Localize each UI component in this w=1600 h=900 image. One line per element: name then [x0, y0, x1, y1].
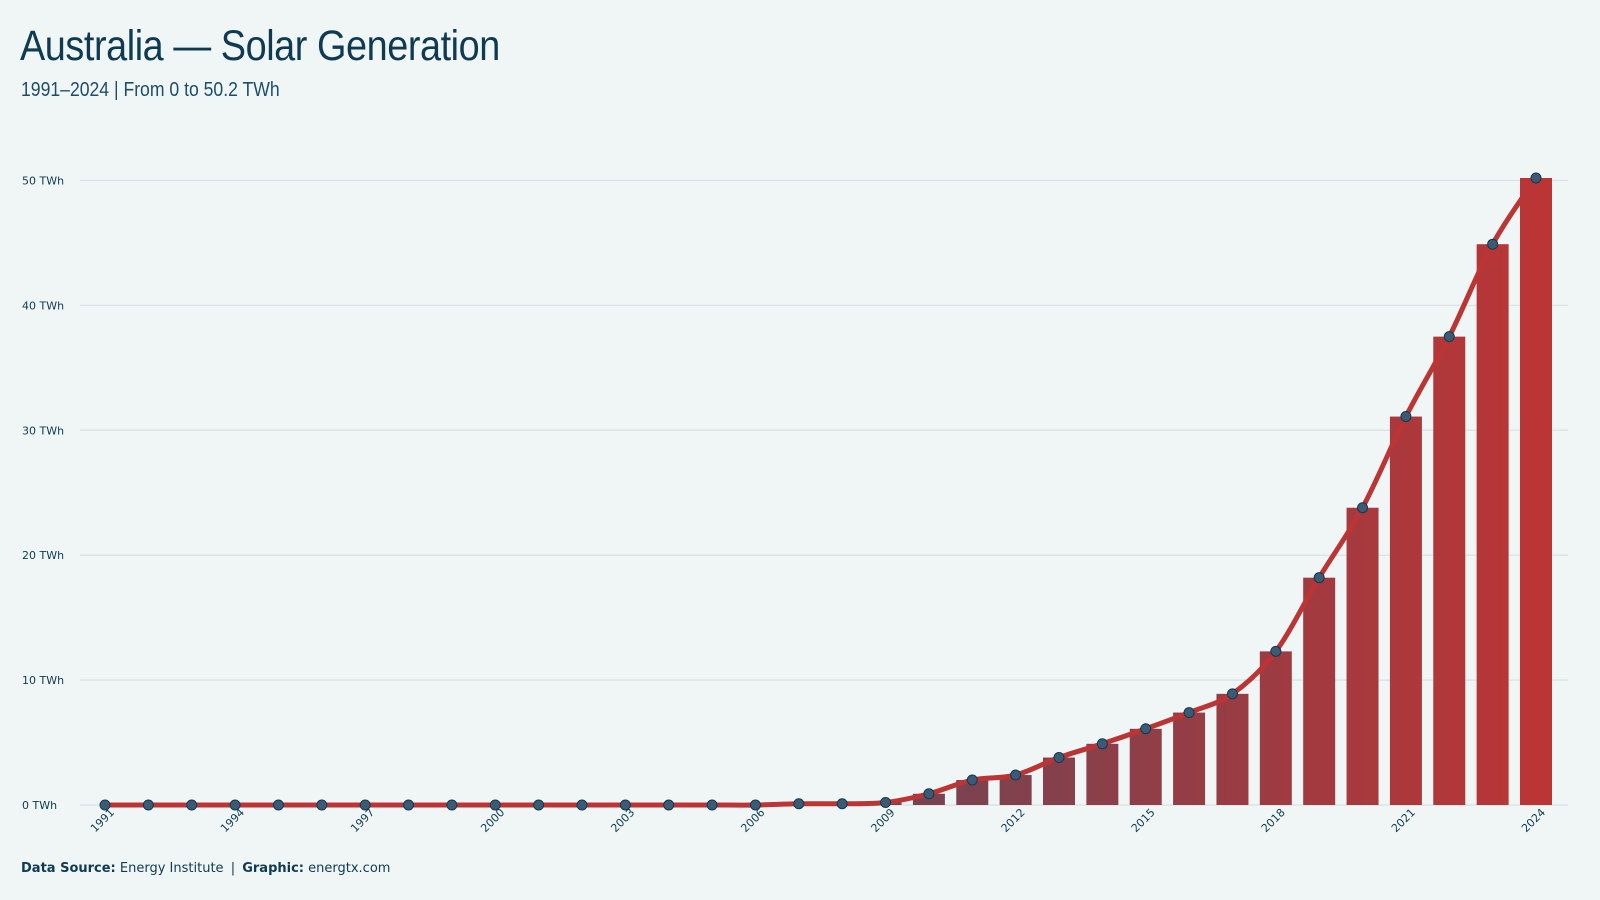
x-tick-label: 1997 — [348, 806, 377, 835]
marker-1991 — [99, 799, 111, 811]
marker-1995 — [272, 799, 284, 811]
marker-1998 — [403, 799, 415, 811]
marker-2002 — [576, 799, 588, 811]
marker-2018 — [1270, 645, 1282, 657]
x-tick-label: 2009 — [869, 806, 898, 835]
marker-2009 — [880, 797, 892, 809]
bar-2020 — [1346, 507, 1379, 805]
y-tick-label: 50 TWh — [22, 174, 64, 187]
x-tick-label: 2021 — [1389, 806, 1418, 835]
x-tick-label: 2024 — [1519, 806, 1548, 835]
bar-2023 — [1476, 244, 1509, 805]
x-tick-label: 2003 — [608, 806, 637, 835]
bar-2019 — [1303, 577, 1336, 805]
x-tick-label: 2018 — [1259, 806, 1288, 835]
bar-2013 — [1043, 757, 1075, 805]
y-tick-label: 10 TWh — [22, 674, 64, 687]
marker-2000 — [489, 799, 501, 811]
marker-1994 — [229, 799, 241, 811]
marker-2008 — [836, 798, 848, 810]
bar-2015 — [1129, 728, 1162, 805]
marker-2020 — [1357, 502, 1369, 514]
y-tick-label: 20 TWh — [22, 549, 64, 562]
y-tick-label: 30 TWh — [22, 424, 64, 437]
graphic-value: energtx.com — [308, 861, 391, 876]
y-axis: 0 TWh 10 TWh 20 TWh 30 TWh 40 TWh 50 TWh — [22, 174, 64, 812]
marker-2015 — [1140, 723, 1152, 735]
graphic-label: Graphic: — [242, 861, 304, 876]
marker-2003 — [619, 799, 631, 811]
bar-2021 — [1389, 416, 1422, 805]
marker-2001 — [533, 799, 545, 811]
marker-2005 — [706, 799, 718, 811]
marker-2022 — [1443, 331, 1455, 343]
marker-2017 — [1226, 688, 1238, 700]
marker-2019 — [1313, 572, 1325, 584]
bar-2010 — [912, 793, 945, 805]
footer-separator: | — [230, 861, 236, 876]
marker-2007 — [793, 798, 805, 810]
marker-2013 — [1053, 752, 1065, 764]
marker-1992 — [142, 799, 154, 811]
chart-subtitle: 1991–2024 | From 0 to 50.2 TWh — [21, 79, 280, 101]
bar-2014 — [1086, 743, 1119, 805]
bar-2018 — [1259, 651, 1292, 805]
marker-2010 — [923, 788, 935, 800]
marker-1993 — [186, 799, 198, 811]
marker-2004 — [663, 799, 675, 811]
bar-2017 — [1216, 693, 1249, 805]
marker-2014 — [1096, 738, 1108, 750]
source-value: Energy Institute — [119, 861, 224, 876]
footer: Data Source: Energy Institute | Graphic:… — [21, 861, 390, 876]
x-tick-label: 1994 — [218, 806, 247, 835]
bar-2022 — [1433, 336, 1466, 805]
marker-2021 — [1400, 411, 1412, 423]
x-tick-label: 2000 — [478, 806, 507, 835]
marker-2006 — [749, 799, 761, 811]
chart-title: Australia — Solar Generation — [20, 22, 500, 70]
marker-1996 — [316, 799, 328, 811]
markers — [99, 172, 1542, 811]
bar-2016 — [1173, 712, 1206, 805]
grid-lines — [80, 179, 1568, 806]
x-axis: 1991 1994 1997 2000 2003 2006 2009 2012 2015 2018… — [88, 806, 1548, 835]
y-tick-label: 40 TWh — [22, 299, 64, 312]
marker-2024 — [1530, 172, 1542, 184]
marker-2012 — [1010, 769, 1022, 781]
marker-2023 — [1487, 238, 1499, 250]
x-tick-label: 2006 — [738, 806, 767, 835]
x-tick-label: 1991 — [88, 806, 117, 835]
x-tick-label: 2012 — [999, 806, 1028, 835]
marker-2011 — [966, 774, 978, 786]
bars — [782, 178, 1552, 805]
y-tick-label: 0 TWh — [22, 799, 57, 812]
bar-2024 — [1520, 178, 1552, 805]
source-label: Data Source: — [21, 861, 116, 876]
marker-1997 — [359, 799, 371, 811]
marker-2016 — [1183, 707, 1195, 719]
marker-1999 — [446, 799, 458, 811]
x-tick-label: 2015 — [1129, 806, 1158, 835]
